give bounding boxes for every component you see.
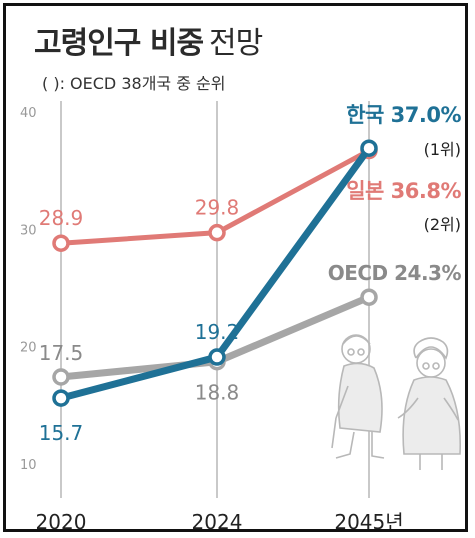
oecd-point-0 xyxy=(52,368,70,386)
y-tick-label-30: 30 xyxy=(20,223,37,238)
oecd-value-label-1: 18.8 xyxy=(195,381,240,405)
korea-point-2 xyxy=(360,139,378,157)
x-tick-label-2: 2045년 xyxy=(334,510,403,532)
korea-value-label-1: 19.2 xyxy=(195,320,240,344)
y-tick-label-10: 10 xyxy=(20,458,37,473)
japan-point-0 xyxy=(52,234,70,252)
korea-value-label-0: 15.7 xyxy=(39,421,84,445)
chart-subtitle: ( ): OECD 38개국 중 순위 xyxy=(42,74,226,93)
line-chart: 10 20 30 40 2020 2024 2045년 28.9 29.8 17.5 18.8 15.… xyxy=(20,101,462,532)
title-bold: 고령인구 비중 xyxy=(34,26,204,61)
oecd-value-label-0: 17.5 xyxy=(39,341,84,365)
korea-point-1 xyxy=(208,348,226,366)
y-tick-label-20: 20 xyxy=(20,341,37,356)
japan-rank-label: (2위) xyxy=(424,215,461,234)
x-tick-label-0: 2020 xyxy=(36,510,87,532)
korea-end-label: 한국 37.0% xyxy=(346,103,461,127)
korea-point-0 xyxy=(52,389,70,407)
y-tick-label-40: 40 xyxy=(20,106,37,121)
oecd-point-2 xyxy=(360,288,378,306)
chart-title: 고령인구 비중 전망 xyxy=(34,18,263,62)
korea-rank-label: (1위) xyxy=(424,140,461,159)
chart-frame: 고령인구 비중 전망 ( ): OECD 38개국 중 순위 10 20 30 40 20… xyxy=(3,3,468,532)
japan-value-label-0: 28.9 xyxy=(39,206,84,230)
japan-point-1 xyxy=(208,223,226,242)
title-light: 전망 xyxy=(209,26,263,61)
elderly-couple-illustration xyxy=(331,334,462,470)
japan-end-label: 일본 36.8% xyxy=(346,179,461,203)
japan-value-label-1: 29.8 xyxy=(195,196,240,220)
x-tick-label-1: 2024 xyxy=(192,510,243,532)
oecd-end-label: OECD 24.3% xyxy=(328,261,462,285)
